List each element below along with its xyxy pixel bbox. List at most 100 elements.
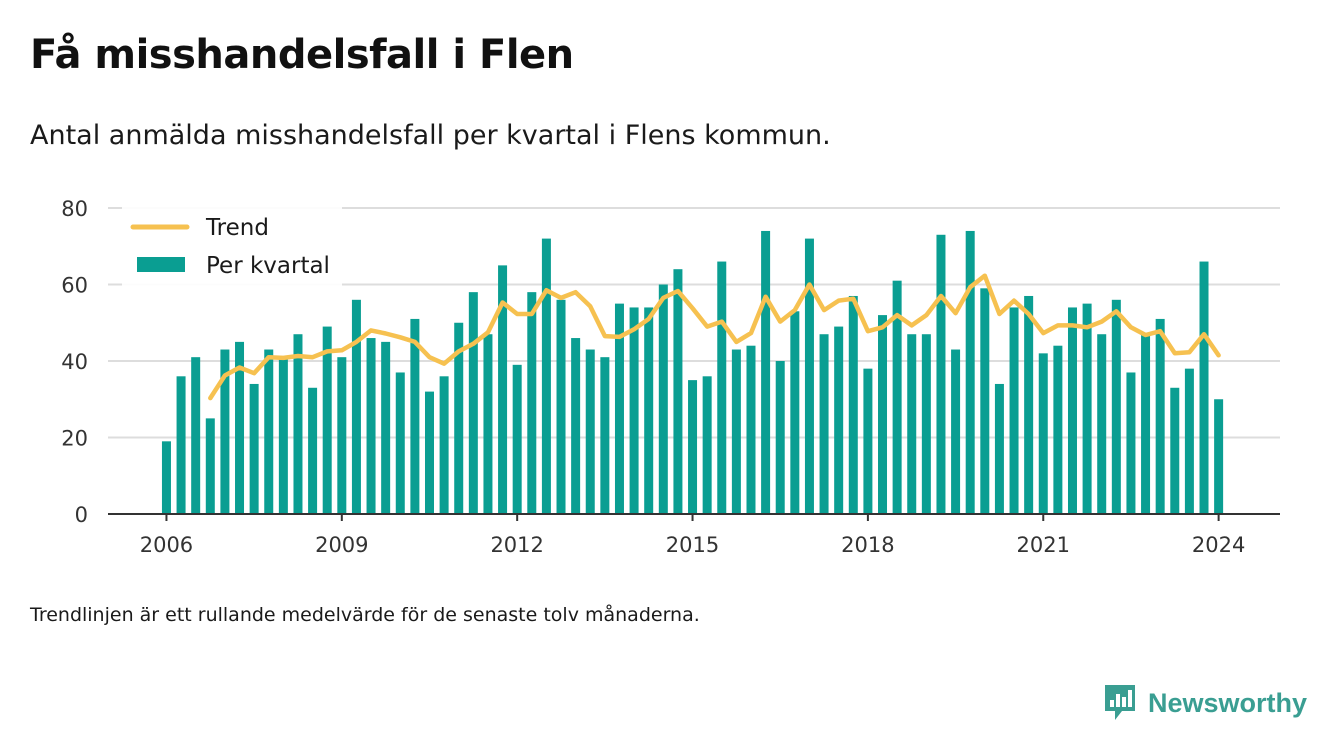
bar (717, 261, 727, 514)
x-tick-label-2009: 2009 (315, 533, 368, 557)
brand-name: Newsworthy (1148, 687, 1308, 718)
bar (585, 349, 595, 514)
bar (731, 349, 741, 514)
chart: 0 20 40 60 80 2006 2009 2012 2015 2018 2021 2024 T… (61, 197, 1280, 557)
x-tick-label-2015: 2015 (666, 533, 719, 557)
y-axis-tick-labels: 0 20 40 60 80 (61, 197, 88, 527)
bar (629, 307, 639, 514)
bar (498, 265, 508, 514)
bar (410, 318, 420, 514)
bar (965, 230, 975, 514)
bar (264, 349, 274, 514)
chart-title: Få misshandelsfall i Flen (30, 32, 574, 78)
bar (322, 326, 332, 514)
bar (1082, 303, 1092, 514)
bar (395, 372, 405, 514)
bar (541, 238, 551, 514)
x-tick-label-2018: 2018 (841, 533, 894, 557)
bar (1097, 334, 1107, 514)
bar (220, 349, 230, 514)
bar (804, 238, 814, 514)
chart-subtitle: Antal anmälda misshandelsfall per kvarta… (30, 120, 831, 151)
bar (878, 315, 888, 514)
bar (951, 349, 961, 514)
y-tick-label-40: 40 (61, 350, 88, 374)
bar (863, 368, 873, 514)
x-tick-label-2024: 2024 (1192, 533, 1245, 557)
y-tick-label-20: 20 (61, 427, 88, 451)
bar (907, 334, 917, 514)
bar (1009, 307, 1019, 514)
y-tick-label-80: 80 (61, 197, 88, 221)
bar (556, 299, 566, 514)
trend-line (208, 273, 1221, 401)
bar (790, 311, 800, 514)
bar (278, 357, 288, 514)
x-axis-ticks: 2006 2009 2012 2015 2018 2021 2024 (140, 514, 1245, 557)
y-tick-label-60: 60 (61, 274, 88, 298)
bar (1214, 399, 1224, 514)
bar (337, 357, 347, 514)
bar (293, 334, 303, 514)
legend-bar-swatch (137, 257, 185, 272)
bar (702, 376, 712, 514)
bar (1155, 318, 1165, 514)
bar (381, 341, 391, 514)
bar (1111, 299, 1121, 514)
bar (819, 334, 829, 514)
bar (892, 280, 902, 514)
bar (439, 376, 449, 514)
bar-series (161, 230, 1224, 514)
bar (658, 284, 668, 514)
bar (936, 234, 946, 514)
bar (571, 338, 581, 514)
bar (161, 441, 171, 514)
bar (527, 292, 537, 514)
bar (1184, 368, 1194, 514)
bar (205, 418, 215, 514)
x-tick-label-2021: 2021 (1017, 533, 1070, 557)
footnote: Trendlinjen är ett rullande medelvärde f… (30, 604, 700, 626)
bar (614, 303, 624, 514)
bar (351, 299, 361, 514)
bar (1199, 261, 1209, 514)
bar (454, 322, 464, 514)
bar (600, 357, 610, 514)
bar (1038, 353, 1048, 514)
bar (980, 288, 990, 514)
legend: Trend Per kvartal (122, 206, 342, 288)
brand-logo: Newsworthy (1102, 683, 1307, 723)
bar (366, 338, 376, 514)
bar (1053, 345, 1063, 514)
bar-chart-speech-bubble-icon (1105, 685, 1135, 720)
bar (191, 357, 201, 514)
bar (1170, 387, 1180, 514)
bar (235, 341, 245, 514)
bar (775, 361, 785, 514)
legend-background (122, 206, 342, 288)
bar (308, 387, 318, 514)
bar (1141, 334, 1151, 514)
bar (249, 383, 259, 514)
bar (688, 380, 698, 514)
legend-trend-label: Trend (205, 215, 269, 241)
bar (1126, 372, 1136, 514)
bar (994, 383, 1004, 514)
bar (424, 391, 434, 514)
bar (644, 307, 654, 514)
x-tick-label-2012: 2012 (490, 533, 543, 557)
bar (921, 334, 931, 514)
bar (1067, 307, 1077, 514)
bar (468, 292, 478, 514)
bar (673, 269, 683, 514)
bar (483, 334, 493, 514)
bar (746, 345, 756, 514)
bar (1024, 295, 1034, 514)
x-tick-label-2006: 2006 (140, 533, 193, 557)
bar (176, 376, 186, 514)
bar (834, 326, 844, 514)
bar (848, 295, 858, 514)
y-tick-label-0: 0 (75, 503, 88, 527)
bar (512, 364, 522, 514)
bar (761, 230, 771, 514)
